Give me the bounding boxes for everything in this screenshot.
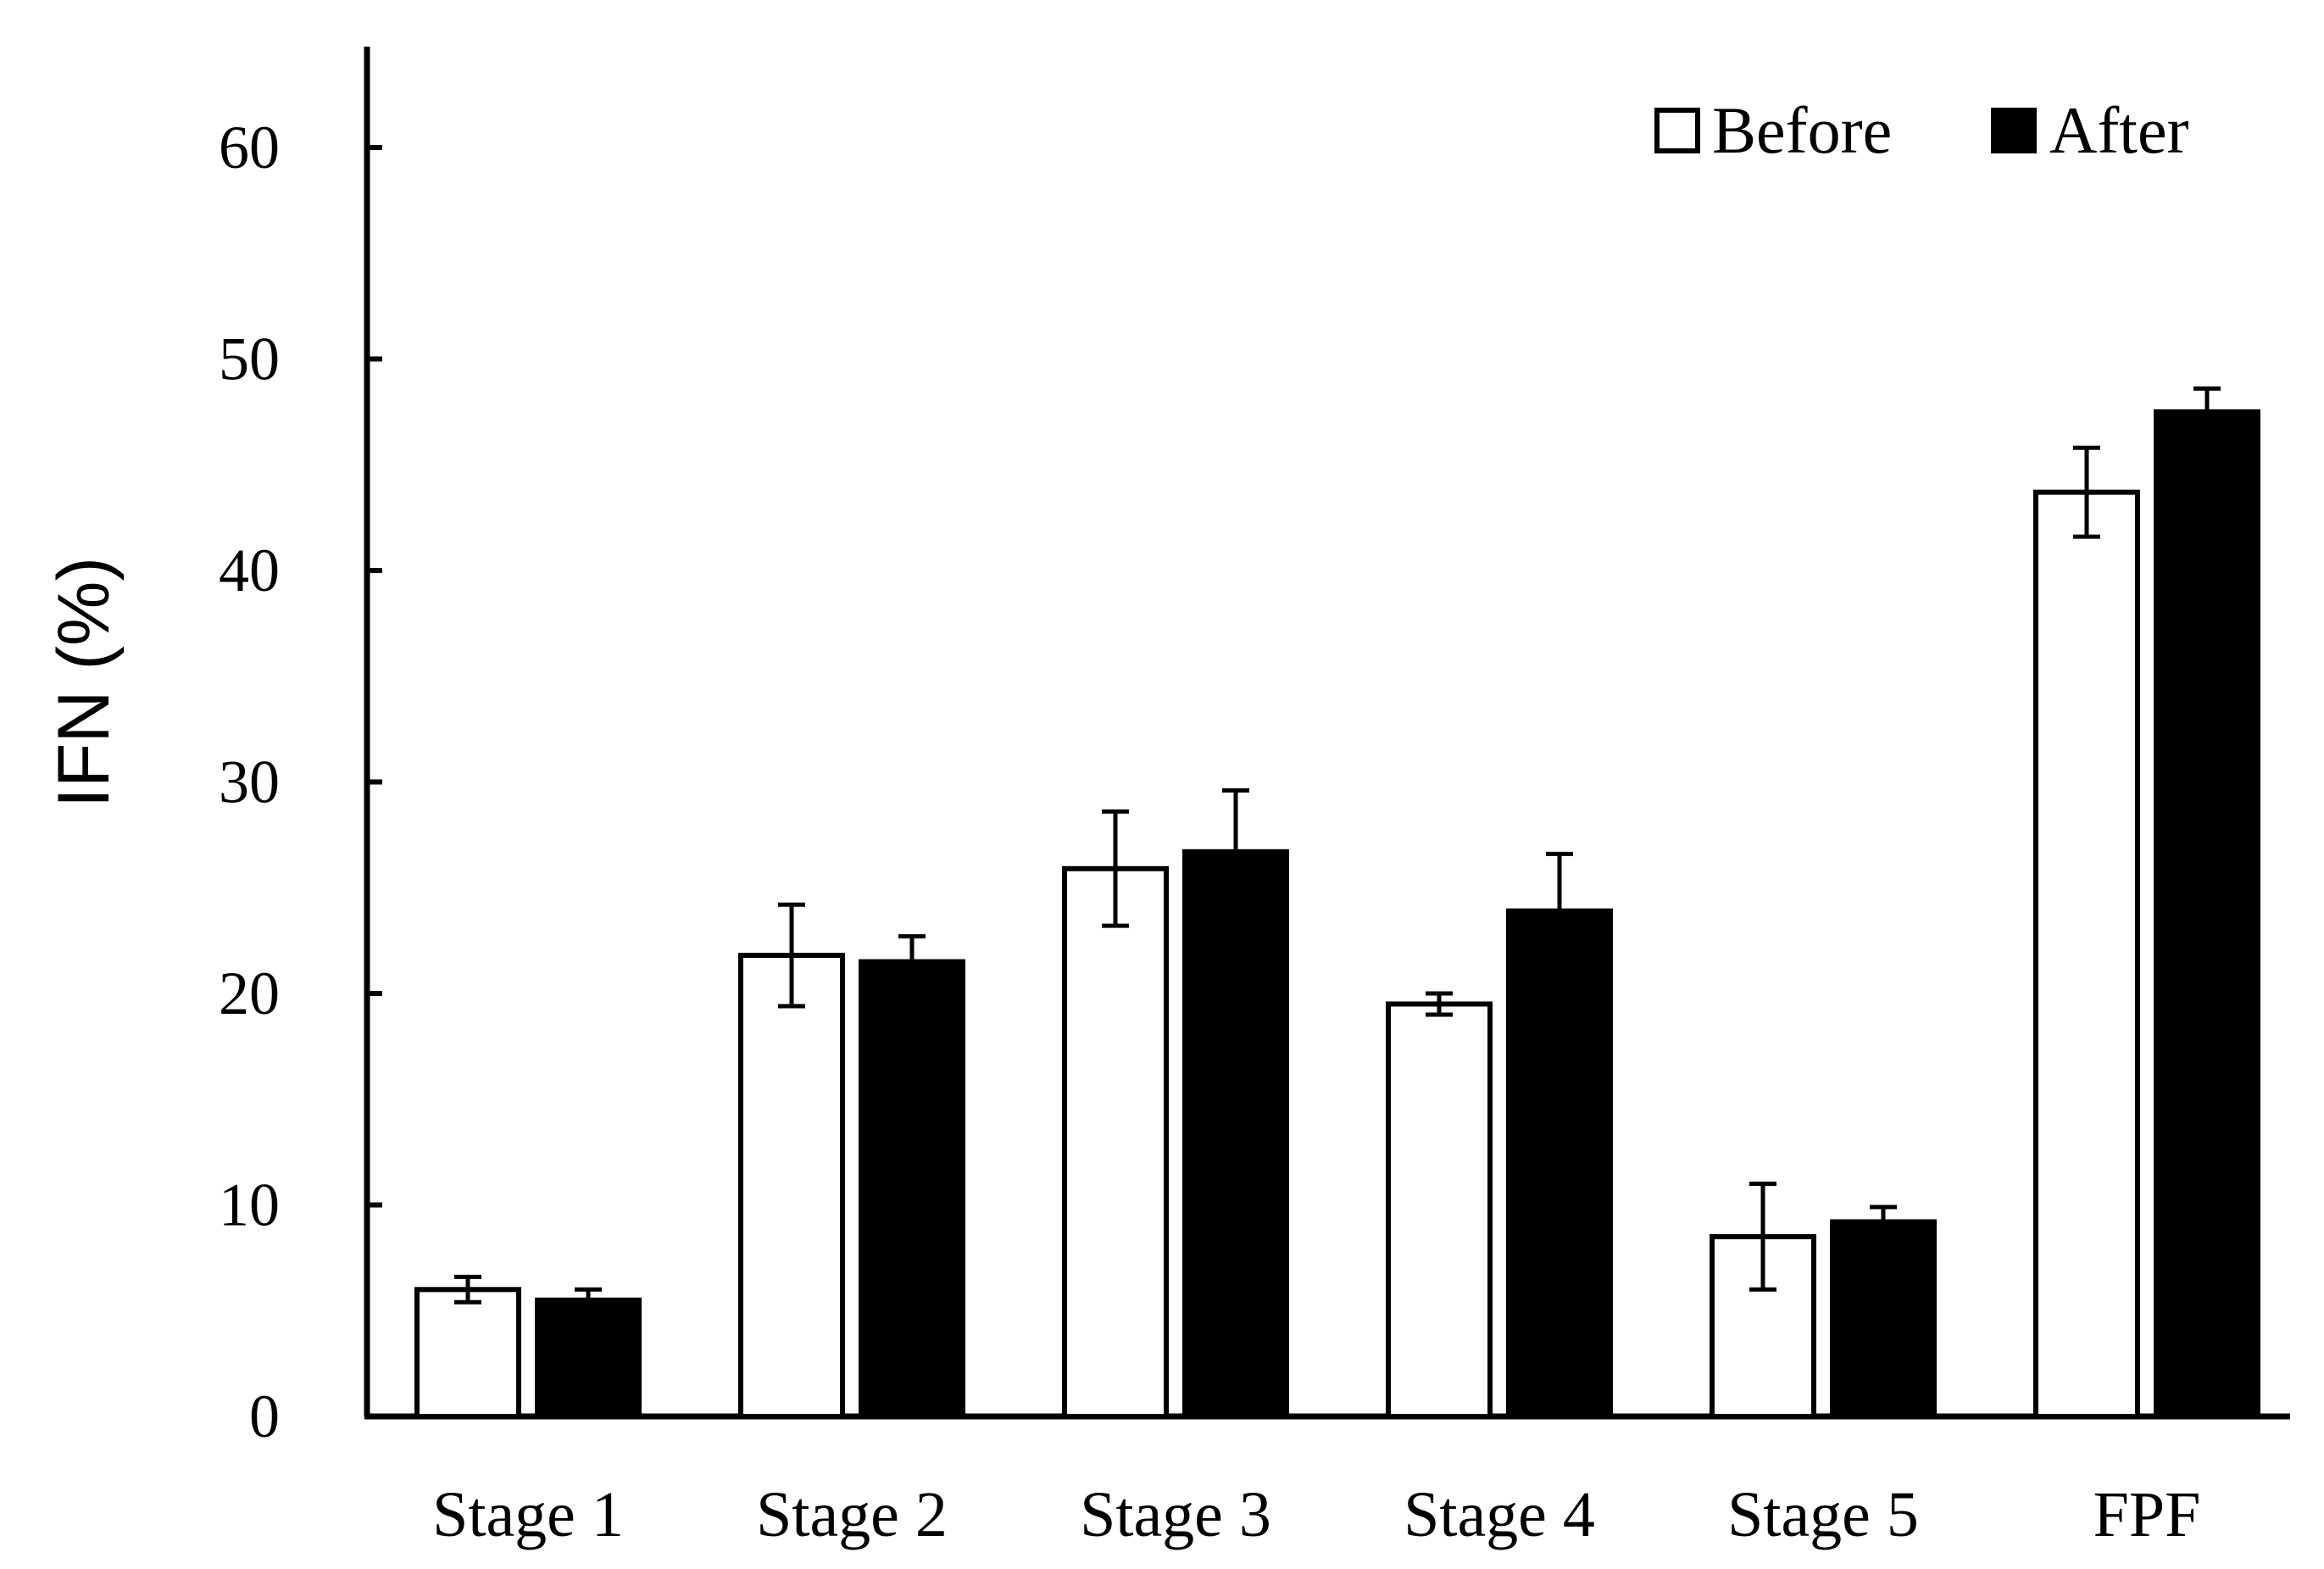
legend: Before After (1654, 93, 2189, 167)
y-tick-label: 60 (219, 114, 280, 181)
legend-swatch-before (1654, 108, 1700, 153)
y-axis-label: IFN (%) (43, 557, 125, 808)
y-tick-label: 10 (219, 1171, 280, 1239)
error-bars (454, 386, 2221, 1311)
bar-after-6 (2154, 409, 2260, 1419)
legend-label-before: Before (1712, 93, 1892, 167)
y-ticks: 0 10 20 30 40 50 60 (219, 114, 382, 1450)
x-tick-label: Stage 3 (1080, 1479, 1271, 1550)
bar-after-3 (1182, 848, 1289, 1419)
y-tick-label: 20 (219, 960, 280, 1027)
bar-after-1 (535, 1297, 642, 1420)
y-tick-label: 50 (219, 325, 280, 393)
y-tick-label: 40 (219, 537, 280, 604)
bar-before-2 (738, 953, 845, 1419)
bars (414, 409, 2260, 1420)
x-tick-label: Stage 2 (756, 1479, 948, 1550)
legend-swatch-after (1991, 108, 2037, 153)
bar-after-5 (1830, 1219, 1937, 1419)
bar-before-3 (1062, 865, 1169, 1420)
bar-before-6 (2033, 489, 2140, 1419)
x-tick-label: Stage 5 (1727, 1479, 1919, 1550)
y-tick-label: 30 (219, 748, 280, 816)
x-tick-label: Stage 4 (1404, 1479, 1595, 1550)
x-tick-label: FPF (2093, 1479, 2201, 1550)
bar-after-2 (859, 959, 965, 1419)
bar-after-4 (1506, 908, 1613, 1419)
bar-before-1 (414, 1287, 521, 1420)
legend-label-after: After (2049, 93, 2189, 167)
y-tick-label: 0 (249, 1383, 280, 1450)
x-tick-label: Stage 1 (432, 1479, 624, 1550)
x-labels: Stage 1 Stage 2 Stage 3 Stage 4 Stage 5 FPF (432, 1479, 2200, 1550)
bar-before-4 (1386, 1001, 1493, 1419)
